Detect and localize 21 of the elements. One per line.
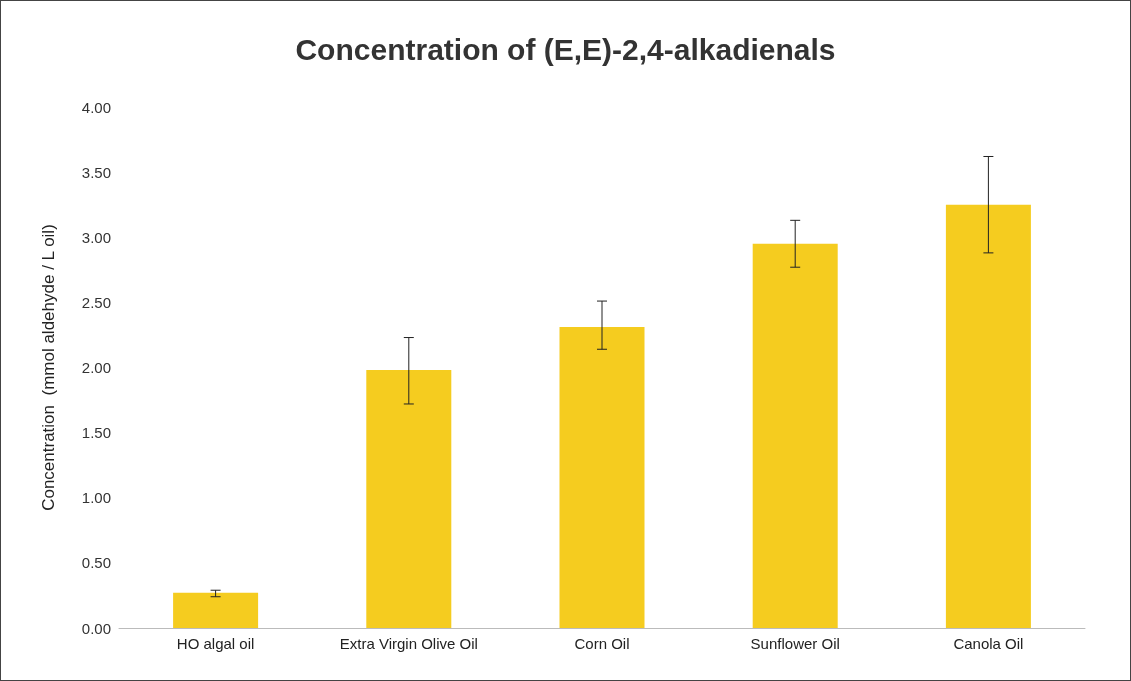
x-tick-label: Canola Oil bbox=[953, 635, 1024, 652]
x-tick-label: Corn Oil bbox=[574, 635, 630, 652]
bar bbox=[559, 327, 645, 628]
x-tick-label: Extra Virgin Olive Oil bbox=[339, 635, 478, 652]
bar bbox=[752, 243, 838, 628]
bar bbox=[945, 204, 1031, 628]
y-tick-label: 2.00 bbox=[81, 359, 111, 376]
y-tick-label: 2.50 bbox=[81, 293, 111, 311]
y-tick-label: 1.50 bbox=[81, 424, 111, 442]
y-tick-label: 4.00 bbox=[81, 98, 111, 116]
y-tick-label: 0.00 bbox=[81, 619, 111, 637]
y-tick-label: 1.00 bbox=[81, 489, 111, 507]
y-axis-title: Concentration (mmol aldehyde / L oil) bbox=[39, 224, 58, 511]
x-tick-label: Sunflower Oil bbox=[750, 635, 840, 652]
bar bbox=[173, 592, 259, 628]
x-tick-label: HO algal oil bbox=[176, 635, 255, 652]
y-tick-label: 3.00 bbox=[81, 228, 111, 246]
bar bbox=[366, 370, 452, 628]
y-tick-label: 3.50 bbox=[81, 163, 111, 181]
chart-title: Concentration of (E,E)-2,4-alkadienals bbox=[295, 32, 836, 66]
y-tick-label: 0.50 bbox=[81, 554, 111, 572]
